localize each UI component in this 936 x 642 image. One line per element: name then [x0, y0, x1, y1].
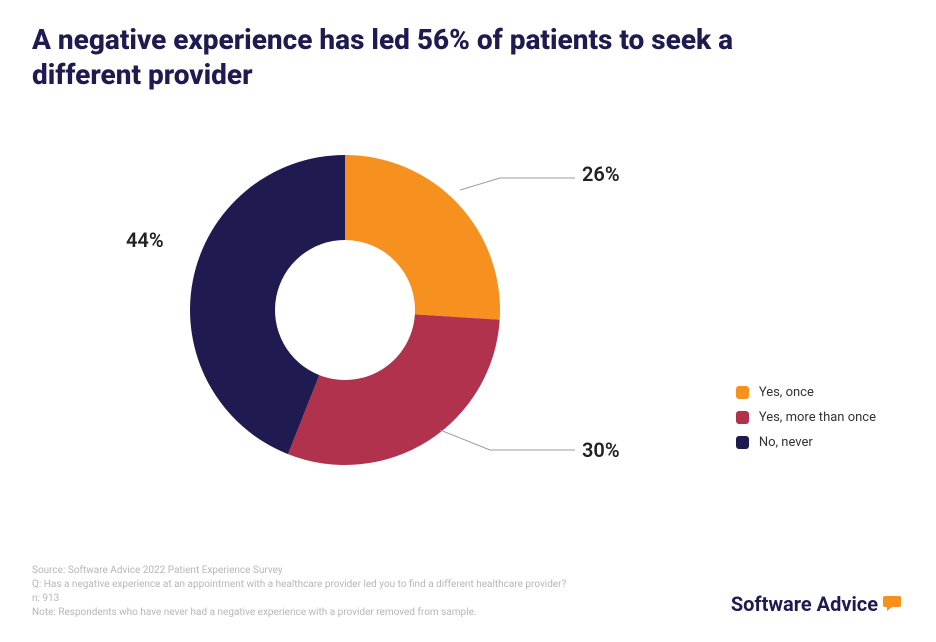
brand-name: Software Advice [731, 592, 878, 616]
footer-notes: Source: Software Advice 2022 Patient Exp… [32, 564, 632, 620]
legend-label-yes-more: Yes, more than once [759, 410, 876, 425]
chart-area: 26% 30% 44% Yes, once Yes, more than onc… [0, 120, 936, 550]
legend: Yes, once Yes, more than once No, never [736, 385, 876, 460]
chart-title: A negative experience has led 56% of pat… [32, 22, 792, 92]
slice-yes-once [345, 155, 500, 320]
legend-item-yes-more: Yes, more than once [736, 410, 876, 425]
footer-note: Note: Respondents who have never had a n… [32, 606, 632, 620]
brand-logo: Software Advice [731, 592, 904, 616]
footer-n: n: 913 [32, 592, 632, 606]
pct-label-no-never: 44% [126, 228, 164, 252]
pct-label-yes-more: 30% [582, 438, 620, 462]
legend-swatch-no-never [736, 436, 749, 449]
legend-label-no-never: No, never [759, 435, 813, 450]
legend-item-yes-once: Yes, once [736, 385, 876, 400]
legend-label-yes-once: Yes, once [759, 385, 814, 400]
legend-swatch-yes-more [736, 411, 749, 424]
slice-yes-more [288, 314, 500, 465]
footer-question: Q: Has a negative experience at an appoi… [32, 578, 632, 592]
footer-source: Source: Software Advice 2022 Patient Exp… [32, 564, 632, 578]
speech-bubble-icon [882, 594, 904, 614]
donut-chart [185, 150, 505, 470]
legend-item-no-never: No, never [736, 435, 876, 450]
pct-label-yes-once: 26% [582, 162, 620, 186]
legend-swatch-yes-once [736, 386, 749, 399]
